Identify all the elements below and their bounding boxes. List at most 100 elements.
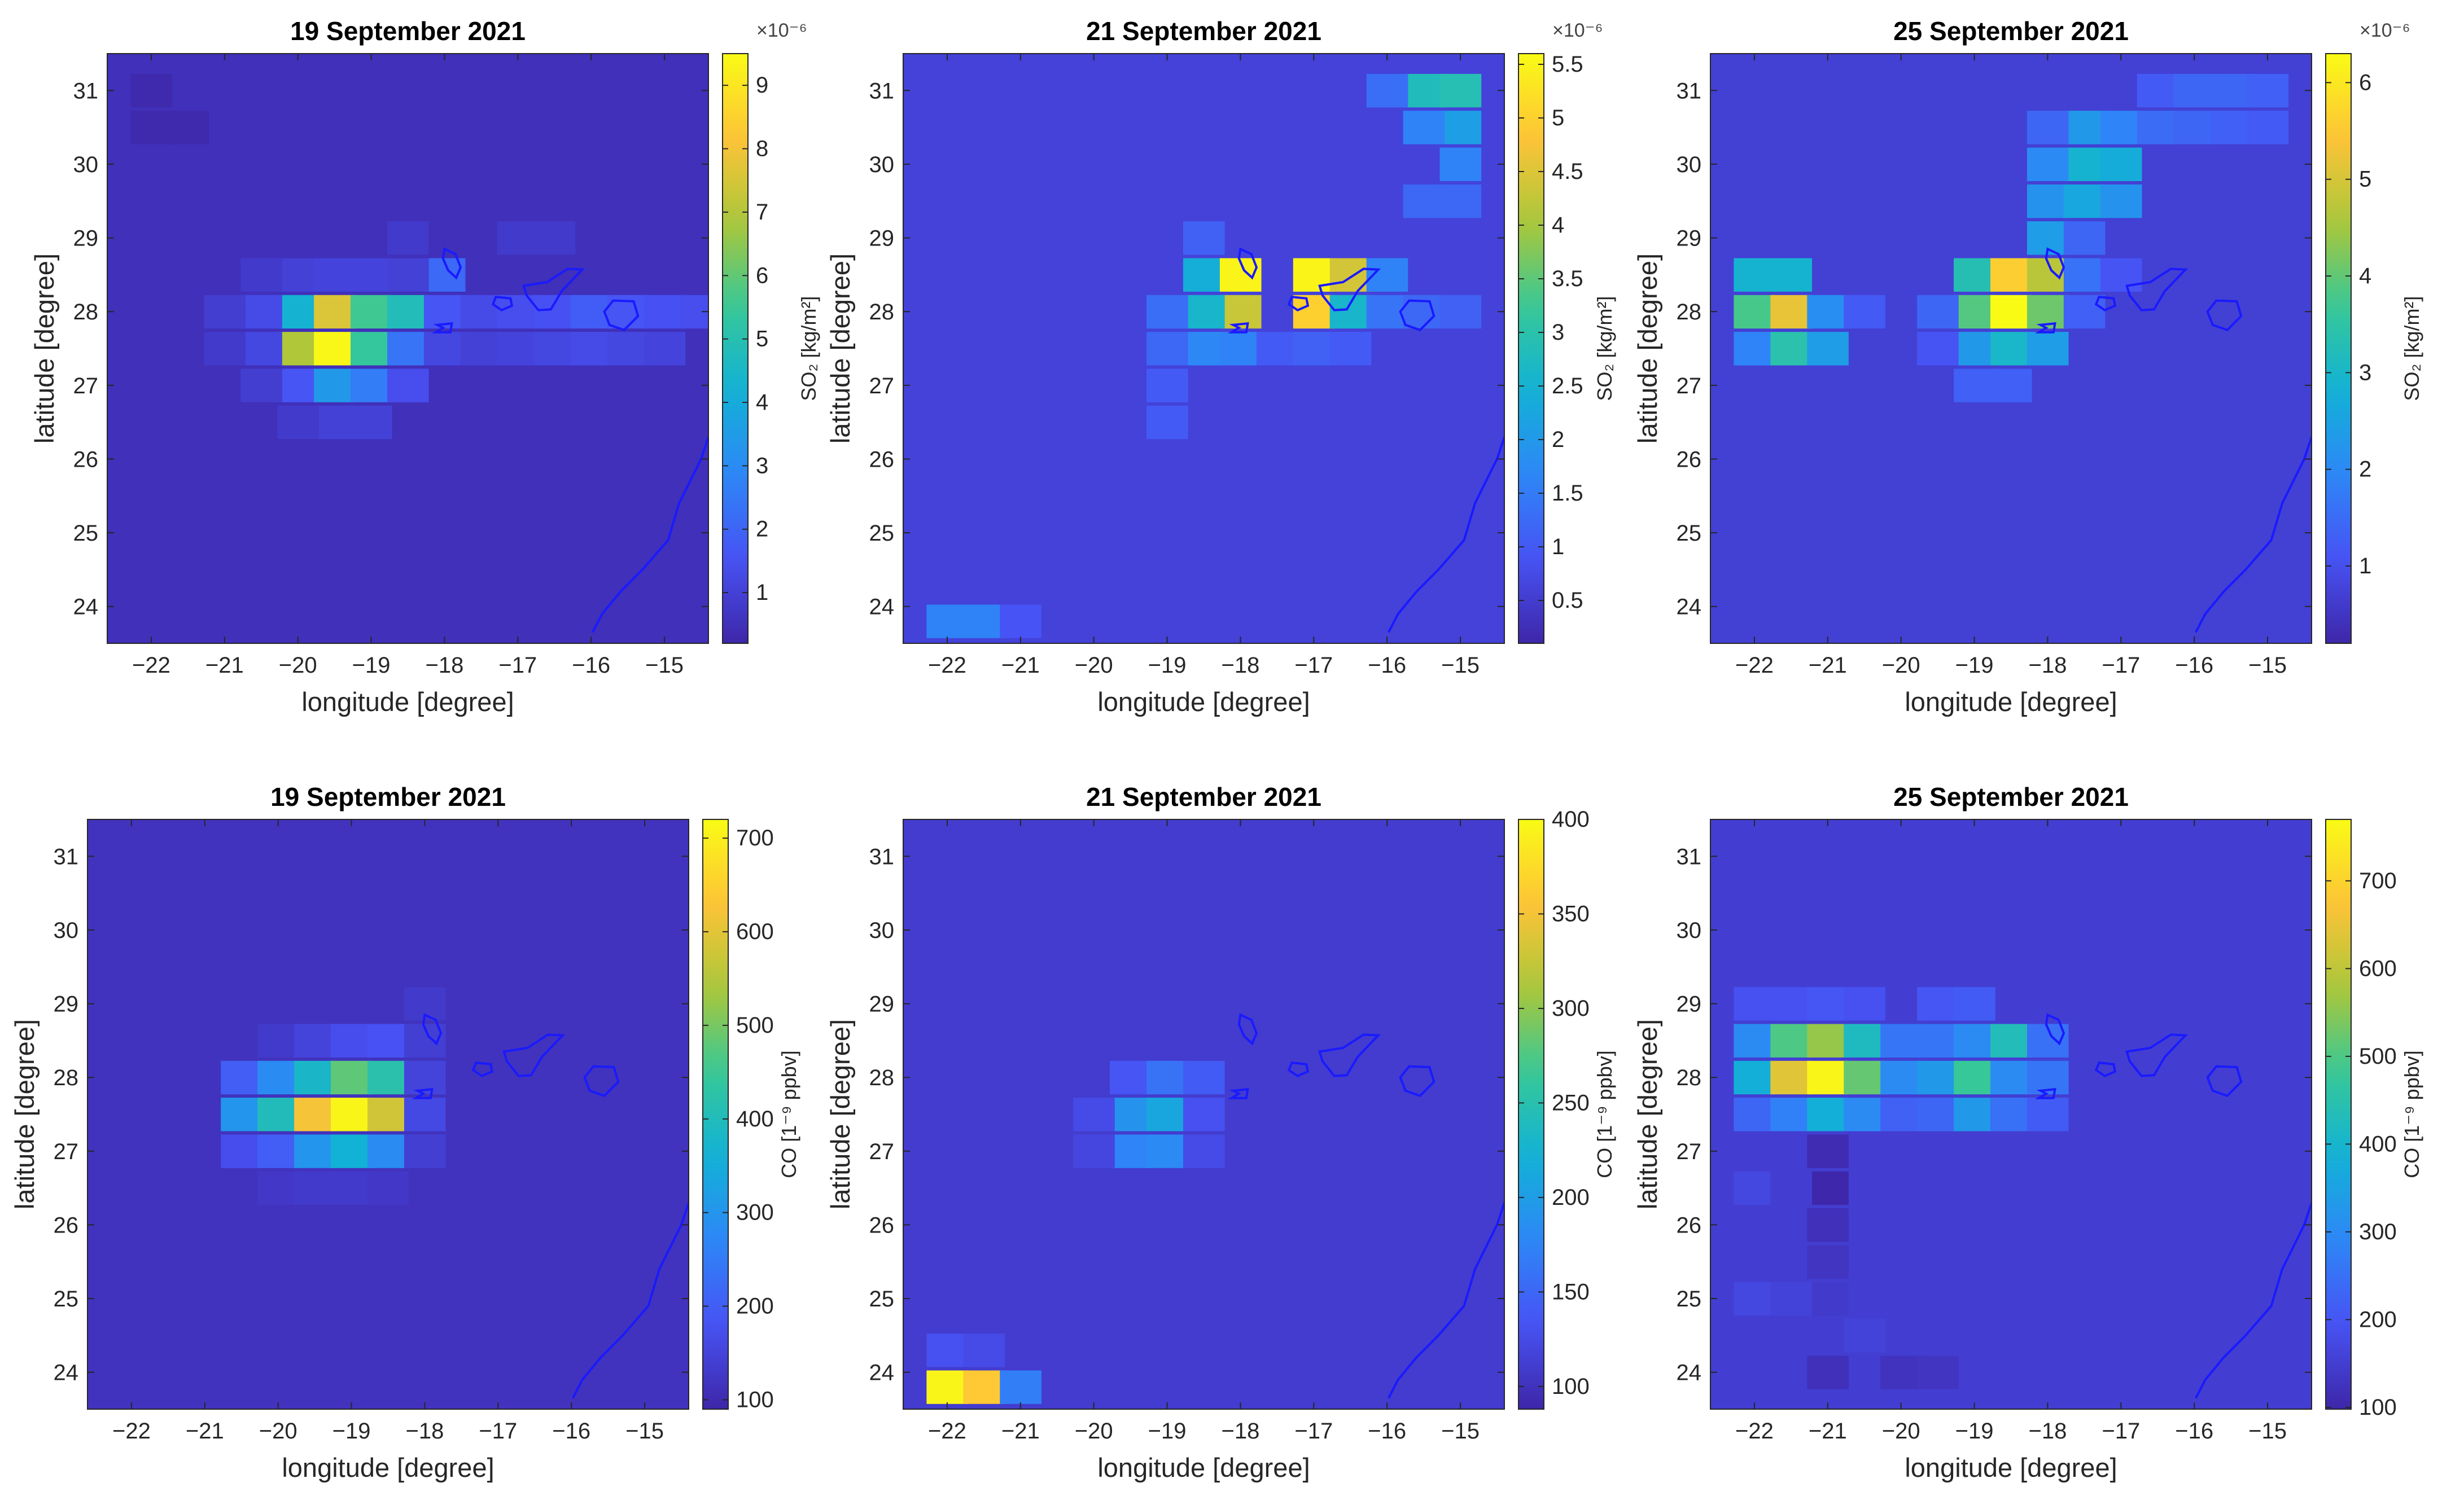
y-tick-label: 26: [869, 1213, 895, 1238]
heatmap-cell: [460, 332, 502, 366]
colorbar-label: CO [1⁻⁹ ppbv]: [1593, 1050, 1616, 1178]
heatmap-cell: [1770, 1282, 1812, 1316]
axes-frame: [1710, 819, 2312, 1410]
coastline-africa: [1388, 1202, 1504, 1399]
colorbar-tick-label: 5: [756, 327, 768, 352]
heatmap-cell: [2100, 184, 2142, 218]
heatmap-cell: [294, 1024, 336, 1058]
x-tick-label: −17: [1294, 1419, 1333, 1444]
heatmap-cell: [1329, 332, 1372, 366]
heatmap-cell: [2027, 111, 2069, 144]
heatmap-cell: [1183, 295, 1225, 329]
heatmap-cell: [294, 1171, 336, 1205]
heatmap-cell: [1256, 332, 1298, 366]
heatmap-cell: [1770, 1098, 1812, 1131]
colorbar-tick-label: 500: [2359, 1044, 2397, 1069]
heatmap-cell: [1734, 295, 1776, 329]
coastline-island: [2034, 322, 2056, 334]
colorbar-tick-label: 300: [2359, 1220, 2397, 1244]
x-tick-label: −18: [1222, 1419, 1260, 1444]
heatmap-cell: [351, 295, 392, 329]
colorbar-tick-label: 350: [1552, 901, 1590, 926]
heatmap-cell: [2100, 111, 2142, 144]
heatmap-cell: [1146, 1134, 1188, 1168]
heatmap-cell: [1734, 1098, 1776, 1131]
colorbar-tick-label: 300: [1552, 996, 1590, 1021]
y-tick-label: 28: [73, 300, 99, 324]
heatmap-cell: [926, 1334, 969, 1367]
y-tick-label: 24: [54, 1361, 79, 1385]
heatmap-cell: [2027, 184, 2069, 218]
colorbar: [722, 53, 749, 644]
heatmap-cell: [1403, 111, 1445, 144]
x-tick-label: −20: [279, 653, 317, 678]
heatmap-cell: [1880, 1024, 1922, 1058]
heatmap-cell: [1770, 1171, 1812, 1205]
colorbar-tick-label: 100: [736, 1387, 774, 1412]
heatmap-cell: [1990, 1024, 2032, 1058]
heatmap-cell: [1844, 1024, 1885, 1058]
heatmap-cell: [1844, 295, 1885, 329]
heatmap-cells: [87, 819, 689, 1409]
y-tick-label: 31: [73, 78, 99, 103]
colorbar-tick-label: 1: [2359, 554, 2371, 578]
colorbar-exponent: ×10⁻⁶: [2360, 20, 2410, 41]
heatmap-cell: [1844, 1098, 1885, 1131]
heatmap-cell: [1917, 1060, 1959, 1095]
heatmap-cell: [1734, 1024, 1776, 1058]
x-tick-label: −15: [625, 1419, 664, 1444]
colorbar-tick-label: 5: [1552, 106, 1564, 130]
heatmap-cell: [1770, 295, 1812, 329]
heatmap-cell: [2247, 111, 2289, 144]
colorbar-tick-label: 2: [2359, 457, 2371, 482]
heatmap-cell: [2100, 147, 2142, 181]
coastline-island: [1287, 295, 1310, 312]
heatmap-cell: [1807, 1060, 1849, 1095]
x-tick-label: −21: [1001, 1419, 1040, 1444]
heatmap-cell: [2137, 111, 2179, 144]
heatmap-cell: [1807, 1024, 1849, 1058]
x-tick-label: −21: [1809, 653, 1847, 678]
colorbar-tick-label: 8: [756, 137, 768, 161]
heatmap-cell: [2063, 258, 2106, 292]
coastline-island: [2094, 295, 2117, 312]
heatmap-cell: [1844, 1060, 1885, 1095]
colorbar-tick-label: 200: [1552, 1185, 1590, 1210]
heatmap-cell: [404, 1098, 446, 1131]
heatmap-cell: [314, 258, 356, 292]
heatmap-cell: [1807, 1245, 1849, 1279]
x-tick-label: −17: [479, 1419, 517, 1444]
coastline-island: [2034, 1087, 2056, 1099]
heatmap-cell: [221, 1134, 262, 1168]
x-tick-label: −16: [552, 1419, 590, 1444]
heatmap-cell: [926, 604, 969, 638]
heatmap-cells: [1710, 54, 2312, 643]
x-axis-label: longitude [degree]: [1905, 687, 2117, 717]
x-tick-label: −22: [112, 1419, 151, 1444]
y-tick-label: 30: [1677, 152, 1702, 177]
y-tick-label: 24: [1677, 595, 1702, 620]
heatmap-cell: [1990, 369, 2032, 402]
heatmap-cell: [1439, 147, 1482, 181]
colorbar-tick-label: 1: [756, 580, 768, 605]
heatmap-cell: [1000, 604, 1041, 638]
x-tick-label: −22: [1735, 1419, 1774, 1444]
y-tick-label: 30: [869, 152, 895, 177]
y-tick-label: 30: [54, 918, 79, 943]
y-tick-label: 31: [1677, 78, 1702, 103]
x-tick-label: −15: [645, 653, 684, 678]
colorbar: [2325, 53, 2352, 644]
coastline-island: [2206, 1065, 2243, 1098]
colorbar-tick-label: 4: [756, 390, 768, 415]
colorbar: [1518, 53, 1544, 644]
colorbar: [1518, 819, 1544, 1410]
heatmap-cell: [1146, 332, 1188, 366]
coastline-island: [491, 295, 514, 312]
heatmap-cell: [1329, 295, 1372, 329]
heatmap-cell: [1807, 1208, 1849, 1242]
colorbar-tick-label: 400: [1552, 807, 1590, 832]
heatmap-cell: [1439, 295, 1482, 329]
y-tick-label: 31: [54, 844, 79, 869]
